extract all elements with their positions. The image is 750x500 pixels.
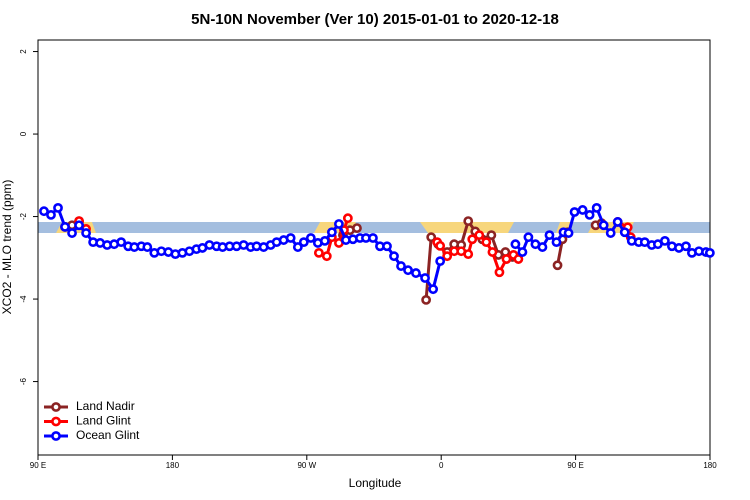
data-point [396,261,406,271]
data-point [537,242,548,252]
data-point [510,239,521,250]
x-tick-label: 180 [166,461,180,470]
x-axis-label: Longitude [349,476,402,490]
data-point [577,205,588,215]
data-point [368,233,378,243]
data-point [39,206,49,217]
y-axis-label: XCO2 - MLO trend (ppm) [0,180,14,315]
data-point [334,219,344,229]
y-tick-label: 0 [19,131,28,136]
x-tick-label: 90 E [30,461,46,470]
data-point [463,249,474,260]
data-point [305,233,316,243]
legend-label: Ocean Glint [76,428,140,442]
data-point [523,232,534,243]
y-tick-label: -4 [19,295,28,303]
data-point [60,221,70,232]
data-point [598,220,609,231]
data-point [660,235,670,246]
data-point [116,237,127,248]
data-point [285,233,296,243]
x-tick-label: 180 [703,461,717,470]
data-point [544,230,555,241]
y-tick-label: -6 [19,377,28,385]
legend-marker [51,402,61,412]
data-point [569,207,580,217]
data-point [481,237,492,248]
data-point [435,256,446,267]
y-tick-label: 2 [19,49,28,54]
data-point [428,284,439,295]
data-point [619,227,630,238]
legend-label: Land Glint [76,414,131,428]
legend-marker [51,431,61,441]
data-point [584,210,595,220]
data-point [517,247,528,257]
plot: 90 E 180 90 W 0 90 E 180 2 0 -2 -4 -6 Land NadirLan… [19,49,717,470]
data-point [74,220,84,231]
data-point [463,216,474,226]
data-point [313,247,324,258]
data-point [420,273,430,283]
data-point [501,254,512,264]
data-point [426,232,437,243]
data-point [421,294,432,305]
data-point [319,235,330,246]
data-point [474,230,485,241]
data-point [467,234,478,245]
data-point [442,251,453,262]
data-point [591,202,602,213]
x-tick-label: 90 E [567,461,583,470]
legend-label: Land Nadir [76,399,135,413]
data-point [494,267,505,278]
data-point [326,227,337,238]
data-point [67,228,77,238]
data-point [382,241,392,252]
y-tick-label: -2 [19,212,28,220]
legend-marker [51,416,61,427]
data-point [81,228,91,238]
data-point [53,202,63,213]
data-point [403,265,413,276]
x-tick-label: 0 [439,461,444,470]
data-point [704,247,715,258]
plot-frame [37,39,711,456]
ocean-band [38,222,710,233]
data-point [352,223,362,234]
data-point [389,251,399,262]
data-point [681,241,691,252]
data-point [563,228,574,238]
data-point [411,268,421,278]
data-point [342,213,353,224]
x-tick-label: 90 W [297,461,316,470]
data-point [46,210,56,220]
data-point [292,242,303,252]
data-point [612,217,623,227]
data-point [298,237,309,248]
data-point [551,237,562,248]
data-point [487,247,498,257]
data-point [605,228,616,238]
data-point [552,260,563,271]
data-point [486,230,497,241]
data-point [321,251,332,262]
data-point [435,240,446,251]
chart-title: 5N-10N November (Ver 10) 2015-01-01 to 2… [191,11,559,28]
data-point [513,254,524,264]
data-point [142,242,153,252]
